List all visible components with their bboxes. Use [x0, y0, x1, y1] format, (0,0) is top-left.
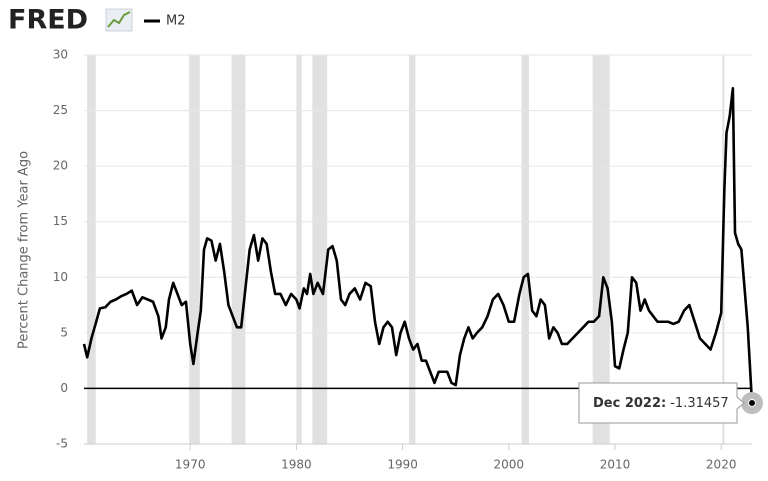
x-tick-label: 2010 — [600, 458, 631, 472]
tooltip-box — [578, 382, 745, 424]
x-tick-label: 1970 — [175, 458, 206, 472]
recession-band — [87, 55, 96, 444]
y-tick-label: 20 — [53, 159, 68, 173]
legend-label: M2 — [166, 14, 186, 29]
recession-band — [408, 55, 416, 444]
y-tick-label: -5 — [56, 437, 68, 451]
recession-band — [592, 55, 610, 444]
tooltip-value: -1.31457 — [670, 396, 728, 411]
recession-band — [312, 55, 328, 444]
tooltip-label: Dec 2022: — [593, 396, 666, 411]
x-tick-label: 1980 — [281, 458, 312, 472]
y-tick-label: 30 — [53, 48, 68, 62]
y-tick-label: 5 — [60, 325, 68, 339]
x-tick-label: 2020 — [706, 458, 737, 472]
y-tick-label: 15 — [53, 214, 68, 228]
recession-band — [189, 55, 200, 444]
y-tick-label: 0 — [60, 381, 68, 395]
x-tick-label: 2000 — [494, 458, 525, 472]
x-tick-label: 1990 — [387, 458, 418, 472]
hover-point — [748, 399, 756, 408]
tooltip-text: Dec 2022: -1.31457 — [593, 396, 729, 411]
logo: FRED — [8, 5, 88, 36]
y-axis-label: Percent Change from Year Ago — [17, 151, 32, 349]
recession-band — [296, 55, 302, 444]
series-line — [82, 87, 754, 404]
y-tick-label: 10 — [53, 270, 68, 284]
y-tick-label: 25 — [53, 103, 68, 117]
tooltip: Dec 2022: -1.31457 — [578, 382, 745, 424]
logo-icon — [105, 8, 133, 32]
recession-band — [231, 55, 246, 444]
recession-band — [521, 55, 529, 444]
